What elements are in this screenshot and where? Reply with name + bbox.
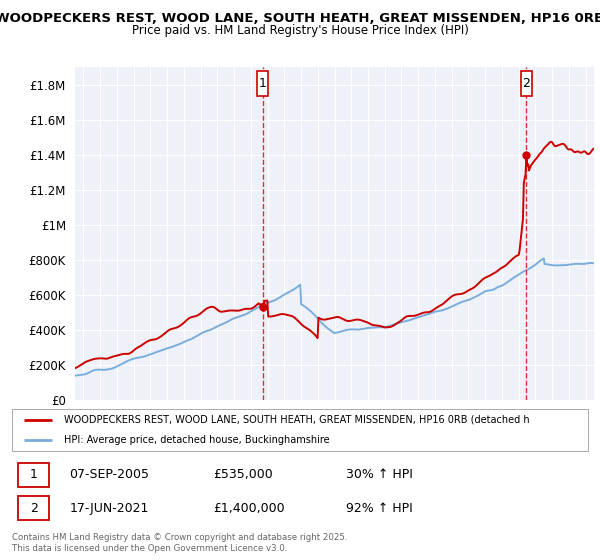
Text: 17-JUN-2021: 17-JUN-2021 <box>70 502 149 515</box>
FancyBboxPatch shape <box>521 71 532 96</box>
Text: 92% ↑ HPI: 92% ↑ HPI <box>346 502 413 515</box>
Text: £1,400,000: £1,400,000 <box>214 502 285 515</box>
Text: HPI: Average price, detached house, Buckinghamshire: HPI: Average price, detached house, Buck… <box>64 435 329 445</box>
Text: 07-SEP-2005: 07-SEP-2005 <box>70 468 149 481</box>
FancyBboxPatch shape <box>18 496 49 520</box>
Text: Contains HM Land Registry data © Crown copyright and database right 2025.
This d: Contains HM Land Registry data © Crown c… <box>12 533 347 553</box>
FancyBboxPatch shape <box>18 463 49 487</box>
Text: Price paid vs. HM Land Registry's House Price Index (HPI): Price paid vs. HM Land Registry's House … <box>131 24 469 36</box>
Text: 1: 1 <box>29 468 38 481</box>
FancyBboxPatch shape <box>257 71 268 96</box>
Text: 2: 2 <box>29 502 38 515</box>
Text: WOODPECKERS REST, WOOD LANE, SOUTH HEATH, GREAT MISSENDEN, HP16 0RB (detached h: WOODPECKERS REST, WOOD LANE, SOUTH HEATH… <box>64 415 529 424</box>
Text: £535,000: £535,000 <box>214 468 274 481</box>
Text: WOODPECKERS REST, WOOD LANE, SOUTH HEATH, GREAT MISSENDEN, HP16 0RB: WOODPECKERS REST, WOOD LANE, SOUTH HEATH… <box>0 12 600 25</box>
Text: 1: 1 <box>259 77 266 90</box>
Text: 30% ↑ HPI: 30% ↑ HPI <box>346 468 413 481</box>
Text: 2: 2 <box>523 77 530 90</box>
